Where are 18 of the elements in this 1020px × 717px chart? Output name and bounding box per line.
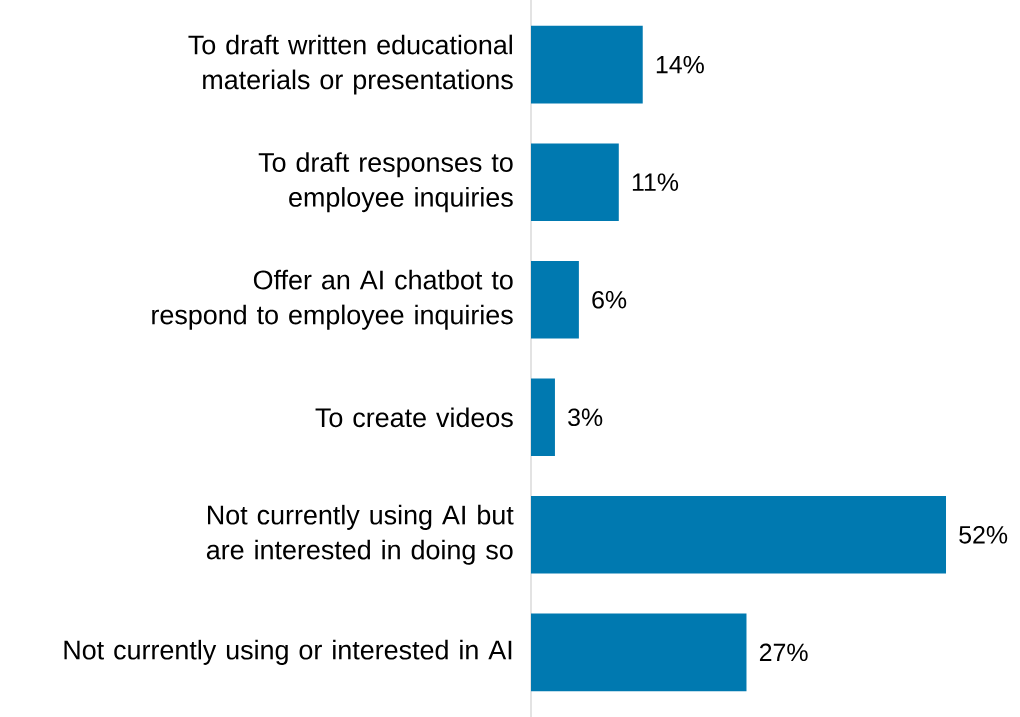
data-label: 14% — [656, 55, 704, 74]
bar — [531, 25, 643, 104]
y-tick-label: To draft responses to employee inquiries — [258, 152, 513, 213]
bar — [531, 260, 579, 339]
bar — [531, 378, 555, 457]
y-tick-label: Offer an AI chatbot to respond to employee inquiries — [152, 269, 513, 330]
bar — [531, 496, 947, 574]
data-label: 6% — [592, 290, 627, 309]
bar — [531, 143, 619, 221]
y-tick-label: To create videos — [315, 407, 513, 428]
data-label: 11% — [632, 173, 679, 191]
data-label: 3% — [568, 408, 603, 427]
y-tick-label: Not currently using or interested in AI — [64, 639, 512, 665]
y-tick-label: Not currently using AI but are interested in doing so — [206, 504, 514, 565]
y-tick-label: To draft written educational materials or presentations — [188, 34, 513, 95]
data-label: 27% — [759, 643, 808, 662]
bar — [531, 613, 747, 692]
data-label: 52% — [959, 526, 1008, 544]
